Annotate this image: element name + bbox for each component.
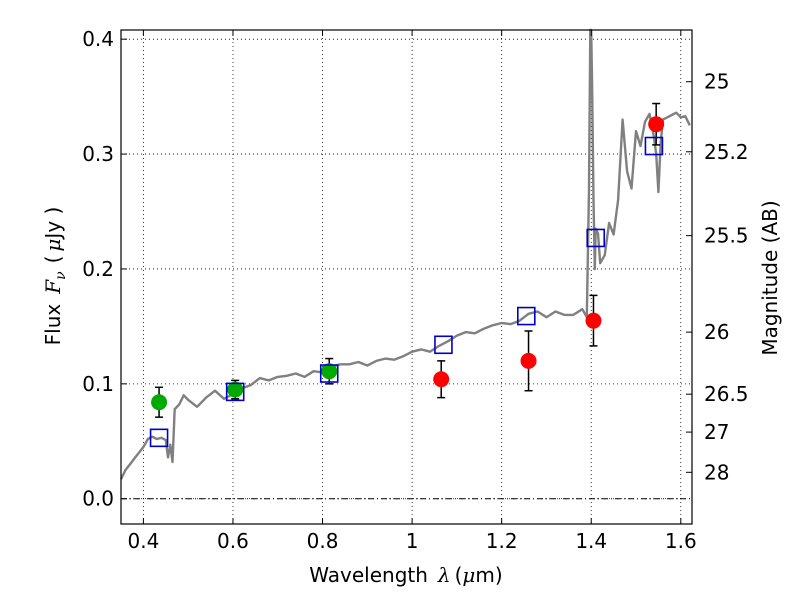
model-photometry-square [149,428,169,448]
x-tick-label: 1.2 [486,529,518,553]
model-photometry-square [516,306,536,326]
tick-marks [121,30,692,524]
observed-optical-point [227,381,244,398]
observed-nir-point [520,352,537,369]
observed-points-layer [151,116,665,411]
x-axis-label: Wavelength λ (μm) [309,563,502,587]
magnitude-tick-label: 26 [704,320,729,344]
x-tick-labels: 0.4 0.6 0.8 1 1.2 1.4 1.6 [127,529,696,553]
y-tick-label: 0.3 [82,142,114,166]
magnitude-tick-label: 26.5 [704,382,749,406]
x-tick-label: 0.8 [307,529,339,553]
x-tick-label: 0.6 [217,529,249,553]
x-tick-label: 1.4 [575,529,607,553]
x-tick-label: 1 [406,529,419,553]
model-photometry-square [644,136,664,156]
magnitude-tick-label: 25 [704,70,729,94]
model-sed-line [119,28,691,480]
x-tick-label: 1.6 [665,529,697,553]
model-photometry-square [434,335,453,355]
grid-lines [121,30,692,524]
model-photometry-square [225,382,245,402]
model-photometry-layer [149,136,664,448]
error-bars-layer [155,102,661,418]
magnitude-tick-label: 28 [704,460,729,484]
model-photometry-square [586,228,606,248]
y-tick-label: 0.1 [82,372,114,396]
x-tick-label: 0.4 [127,529,159,553]
observed-nir-point [648,116,665,133]
magnitude-tick-label: 25.5 [704,224,749,248]
model-photometry-square [319,364,339,383]
plot-frame [120,29,693,525]
y-tick-labels: 0.0 0.1 0.2 0.3 0.4 [82,27,114,511]
model-sed-layer [119,28,691,480]
observed-optical-point [321,363,338,380]
magnitude-tick-label: 25.2 [704,140,749,164]
y-tick-label: 0.2 [82,257,114,281]
y-tick-label: 0.4 [82,27,114,51]
y2-axis-label: Magnitude (AB) [758,200,782,355]
y-axis-label: FluxFν(μJy ) [41,207,69,346]
magnitude-tick-labels: 25 25.2 25.5 26 26.5 27 28 [704,70,749,485]
observed-optical-point [151,394,168,411]
observed-nir-point [433,371,450,388]
magnitude-tick-label: 27 [704,420,729,444]
y-tick-label: 0.0 [82,487,114,511]
observed-nir-point [585,312,602,329]
